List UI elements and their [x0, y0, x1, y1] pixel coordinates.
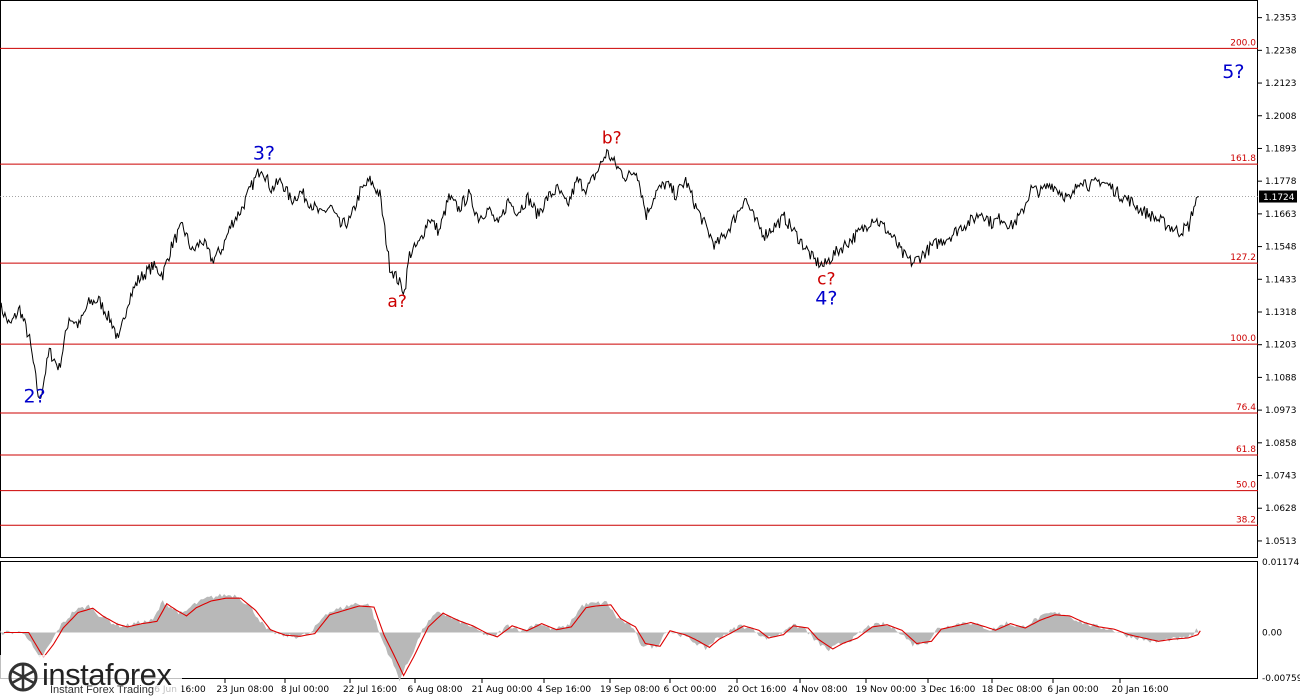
brand-logo-icon	[8, 662, 38, 692]
wave-label: b?	[602, 129, 622, 149]
brand-watermark	[0, 655, 182, 700]
fib-level-label: 127.2	[1230, 253, 1256, 263]
time-tick-label: 22 Jul 16:00	[343, 685, 397, 695]
price-tick-label: 1.1663	[1265, 210, 1297, 220]
fib-level-label: 200.0	[1230, 38, 1256, 48]
price-axis: 1.2353 1.2238 1.2123 1.2008 1.1893 1.1778 1.16…	[1258, 14, 1300, 684]
price-tick-label: 1.2123	[1265, 79, 1297, 89]
wave-label: 3?	[253, 142, 275, 164]
fib-level-label: 100.0	[1230, 334, 1256, 344]
time-tick-label: 6 Aug 08:00	[408, 685, 463, 695]
time-tick-label: 6 Oct 00:00	[664, 685, 717, 695]
price-tick-label: 1.1203	[1265, 341, 1297, 351]
fib-level-label: 61.8	[1236, 445, 1256, 455]
current-price-label: 1.1724	[1263, 193, 1295, 203]
current-price-tag	[1259, 190, 1297, 203]
fib-level-label: 76.4	[1236, 403, 1256, 413]
fib-level-label: 50.0	[1236, 481, 1256, 491]
time-tick-label: 19 Sep 08:00	[600, 685, 660, 695]
price-tick-label: 1.0973	[1265, 406, 1297, 416]
brand-tagline: Instant Forex Trading	[50, 684, 154, 696]
fib-level-label: 161.8	[1230, 154, 1256, 164]
time-tick-label: 19 Nov 00:00	[856, 685, 917, 695]
time-tick-label: 23 Jun 08:00	[216, 685, 273, 695]
price-tick-label: 1.0858	[1265, 439, 1297, 449]
wave-label: 5?	[1222, 61, 1244, 83]
oscillator-tick-label: -0.00759	[1262, 674, 1300, 684]
brand-name: instaforex	[42, 657, 172, 692]
time-tick-label: 6 Jan 00:00	[1047, 685, 1099, 695]
price-tick-label: 1.1548	[1265, 243, 1297, 253]
wave-label: a?	[387, 292, 406, 312]
time-tick-label: 3 Dec 16:00	[921, 685, 976, 695]
price-tick-label: 1.1433	[1265, 275, 1297, 285]
time-tick-label: 21 Aug 00:00	[472, 685, 533, 695]
price-series-line	[0, 148, 1199, 399]
oscillator-panel-frame	[0, 561, 1258, 679]
time-tick-label: 4 Nov 08:00	[793, 685, 848, 695]
main-price-panel: 200.0 161.8 127.2 100.0 76.4 61.8 50.0 38.2 2? 3?…	[0, 0, 1258, 558]
price-tick-label: 1.2008	[1265, 112, 1297, 122]
fib-level-label: 38.2	[1236, 515, 1256, 525]
main-panel-frame	[0, 0, 1258, 558]
price-tick-label: 1.1893	[1265, 144, 1297, 154]
oscillator-tick-label: 0.01174	[1262, 558, 1299, 568]
price-tick-label: 1.0513	[1265, 537, 1297, 547]
wave-label: c?	[817, 269, 835, 289]
time-tick-label: 20 Jan 16:00	[1112, 685, 1169, 695]
oscillator-panel	[0, 561, 1258, 682]
price-tick-label: 1.1088	[1265, 373, 1297, 383]
price-tick-label: 1.2238	[1265, 46, 1297, 56]
oscillator-histogram	[0, 593, 1199, 682]
wave-label: 4?	[815, 287, 837, 309]
time-tick-label: 18 Dec 08:00	[982, 685, 1043, 695]
time-tick-label: 4 Sep 16:00	[537, 685, 592, 695]
wave-label: 2?	[23, 385, 45, 407]
time-tick-label: 20 Oct 16:00	[728, 685, 787, 695]
price-tick-label: 1.0628	[1265, 504, 1297, 514]
oscillator-tick-label: 0.00	[1262, 628, 1282, 638]
time-tick-label: 8 Jul 00:00	[281, 685, 330, 695]
price-tick-label: 1.0743	[1265, 472, 1297, 482]
oscillator-signal-line	[4, 597, 1201, 677]
price-tick-label: 1.1778	[1265, 177, 1297, 187]
price-tick-label: 1.1318	[1265, 308, 1297, 318]
price-tick-label: 1.2353	[1265, 14, 1297, 24]
